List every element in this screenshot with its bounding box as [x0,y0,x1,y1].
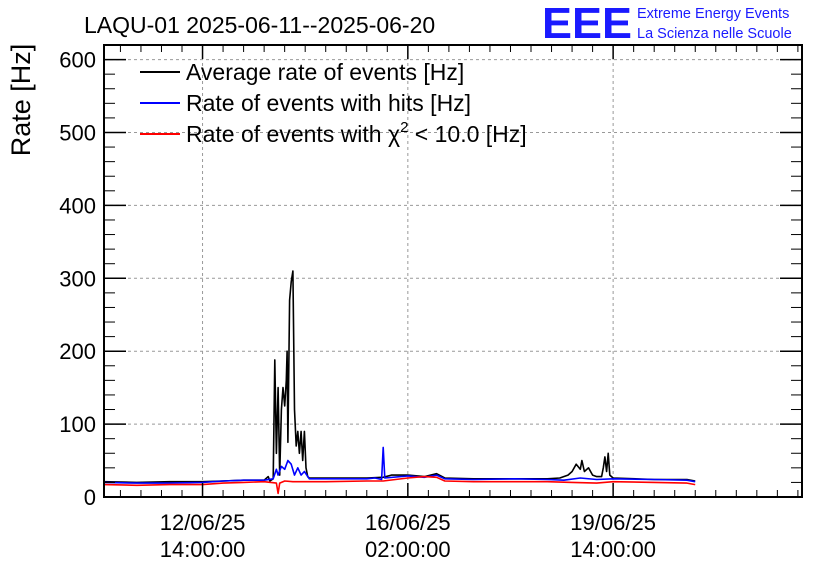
plot-frame [103,44,803,498]
logo-letters: EEE [542,0,632,48]
series-hits-rate [103,446,696,484]
y-tick-label: 0 [84,485,96,510]
x-tick-label-time: 14:00:00 [570,537,656,562]
series-chi2-rate [103,475,696,495]
x-tick-label-date: 19/06/25 [570,510,656,535]
y-tick-label: 400 [59,193,96,218]
y-tick-label: 500 [59,120,96,145]
chart-title: LAQU-01 2025-06-11--2025-06-20 [84,12,435,38]
x-tick-label-time: 14:00:00 [160,537,246,562]
x-tick-label-date: 12/06/25 [160,510,246,535]
x-tick-label-time: 02:00:00 [365,537,451,562]
y-tick-label: 300 [59,266,96,291]
legend-label-hits: Rate of events with hits [Hz] [186,90,471,116]
legend: Average rate of events [Hz] Rate of even… [140,59,527,147]
legend-chi2-suffix: < 10.0 [Hz] [408,121,526,147]
legend-label-chi2: Rate of events with χ2 < 10.0 [Hz] [186,119,527,147]
y-tick-label: 100 [59,412,96,437]
legend-chi-symbol: χ [388,121,400,147]
series-average-rate [103,270,696,484]
grid [104,45,802,497]
logo-line2: La Scienza nelle Scuole [637,26,792,42]
legend-chi-superscript: 2 [400,119,408,136]
x-tick-label-date: 16/06/25 [365,510,451,535]
eee-logo: EEE Extreme Energy Events La Scienza nel… [542,0,792,48]
x-tick-labels: 12/06/2514:00:0016/06/2502:00:0019/06/25… [160,510,656,562]
axis-ticks [104,44,802,498]
y-tick-label: 600 [59,48,96,73]
y-axis-label: Rate [Hz] [6,44,36,157]
logo-line1: Extreme Energy Events [637,6,789,22]
legend-chi2-prefix: Rate of events with [186,121,388,147]
y-tick-label: 200 [59,339,96,364]
series-layer [103,270,696,495]
y-tick-labels: 0 100 200 300 400 500 600 [59,48,96,510]
legend-label-average: Average rate of events [Hz] [186,59,464,85]
